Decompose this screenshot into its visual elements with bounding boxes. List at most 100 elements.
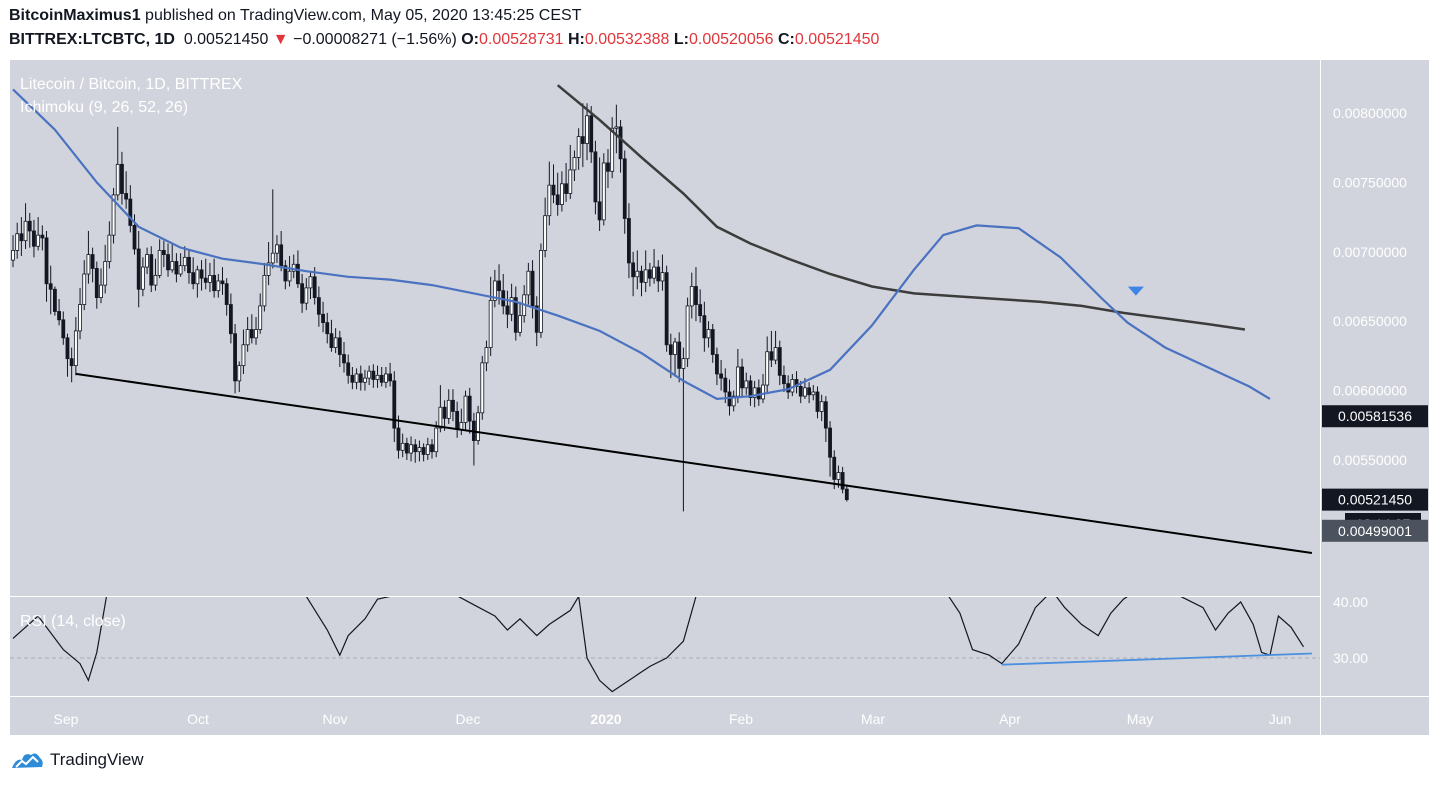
candle-down [212,274,217,292]
candle-down [224,283,229,305]
candle-down [815,391,820,412]
candle-up [731,395,736,407]
candle-up [266,262,271,276]
candle-down [823,401,828,429]
high-value: 0.00532388 [584,31,670,48]
candle-down [300,283,305,304]
candle-down [589,115,594,153]
candle-down [421,447,426,455]
candle-down [777,347,782,376]
chart-title: Litecoin / Bitcoin, 1D, BITTREX [20,76,243,93]
candle-down [702,315,707,339]
author-name[interactable]: BitcoinMaximus1 [9,7,141,24]
candle-down [90,254,95,269]
candle-down [379,374,384,383]
candle-down [199,269,204,279]
change-arrow-icon: ▼ [272,31,289,48]
candle-down [807,387,811,396]
candle-down [32,230,36,247]
candle-up [459,422,464,430]
candle-down [782,374,786,385]
candle-down [668,344,673,355]
candle-up [446,399,451,419]
candle-down [618,126,623,160]
publish-line: BitcoinMaximus1 published on TradingView… [9,7,581,25]
candle-down [677,341,682,369]
candle-up [245,329,250,346]
candle-up [86,254,91,275]
candle-down [715,354,719,375]
candle-down [698,304,703,317]
close-value: 0.00521450 [794,31,880,48]
rsi-support-line [1001,652,1312,666]
candle-up [140,266,145,290]
main-overlays [12,84,1313,554]
price-label: 0.00581536 [1338,408,1412,424]
candle-down [832,456,837,480]
symbol-name: BITTREX:LTCBTC, 1D [9,31,175,48]
candle-down [19,233,24,242]
candle-up [425,444,430,455]
candle-up [735,366,740,397]
candle-down [442,406,447,419]
candle-up [488,299,493,348]
low-label: L: [673,31,689,48]
candle-up [434,427,439,453]
time-tick-label: Feb [729,711,753,727]
candle-down [228,304,233,335]
candle-down [719,373,724,379]
candle-down [606,162,610,172]
candle-up [78,304,82,332]
candle-down [455,411,460,430]
rsi-label: RSI (14, close) [20,613,126,630]
candle-up [258,305,263,330]
candle-down [69,358,74,367]
close-label: C: [777,31,795,48]
candle-down [325,322,330,335]
candle-up [652,266,656,279]
price-tick-label: 0.00650000 [1333,313,1407,329]
candle-down [191,272,196,285]
candle-down [530,270,535,307]
price-label: 0.00499001 [1338,523,1412,539]
candle-up [643,269,648,283]
axes-layer: 0.00800000 0.00750000 0.00700000 0.00650000… [54,105,1428,727]
candle-down [149,254,154,286]
candle-up [73,330,78,367]
price-tick-label: 0.00550000 [1333,452,1407,468]
candle-up [367,370,372,379]
candle-down [132,225,137,250]
candle-down [48,283,53,290]
candle-up [363,377,367,383]
candle-down [94,268,99,299]
candle-down [124,193,129,200]
time-tick-label: Sep [54,711,79,727]
candle-down [120,163,124,194]
candle-down [647,269,652,279]
candle-up [178,265,183,275]
candle-up [216,280,221,292]
candle-up [518,315,522,333]
candle-down [413,444,418,453]
candle-up [384,373,388,383]
candle-up [354,373,359,383]
candle-up [463,395,468,423]
candle-down [656,266,661,282]
candle-up [275,244,279,254]
blue-moving-average-line [12,88,1271,401]
candle-down [622,158,627,219]
candle-down [174,261,179,275]
candle-up [761,384,765,400]
candle-up [241,344,246,367]
candle-up [526,270,531,296]
candle-down [249,329,254,339]
candle-up [681,358,686,369]
candle-up [660,272,665,282]
candle-down [694,286,698,305]
brand-name[interactable]: TradingView [50,750,144,769]
candle-down [564,183,568,194]
price-axis-background [1321,60,1429,735]
candle-down [61,319,66,339]
candle-up [614,126,619,129]
